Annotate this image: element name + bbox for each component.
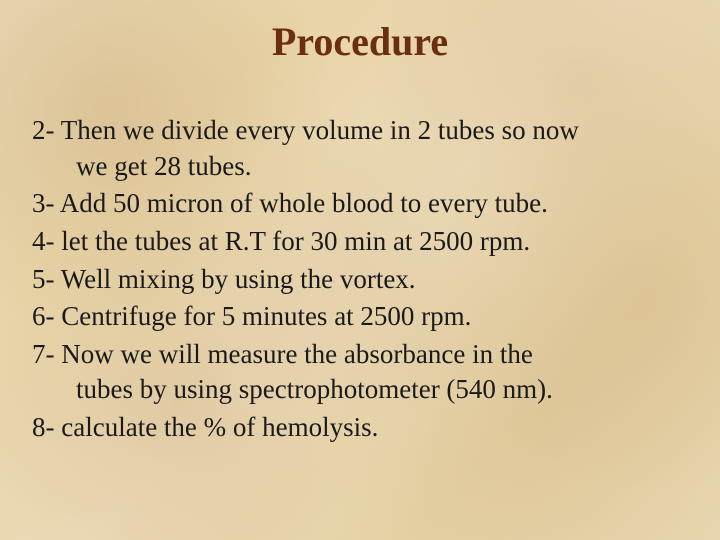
list-item: 2- Then we divide every volume in 2 tube…: [32, 113, 688, 184]
item-number: 3-: [32, 188, 55, 218]
procedure-list: 2- Then we divide every volume in 2 tube…: [32, 113, 688, 446]
item-text: Centrifuge for 5 minutes at 2500 rpm.: [61, 301, 471, 331]
item-continuation: we get 28 tubes.: [32, 149, 688, 185]
item-continuation: tubes by using spectrophotometer (540 nm…: [32, 372, 688, 408]
item-text: Then we divide every volume in 2 tubes s…: [61, 115, 579, 145]
list-item: 4- let the tubes at R.T for 30 min at 25…: [32, 224, 688, 260]
list-item: 3- Add 50 micron of whole blood to every…: [32, 186, 688, 222]
item-number: 4-: [32, 226, 55, 256]
list-item: 5- Well mixing by using the vortex.: [32, 262, 688, 298]
item-text: Well mixing by using the vortex.: [61, 264, 416, 294]
item-number: 8-: [32, 412, 55, 442]
list-item: 7- Now we will measure the absorbance in…: [32, 337, 688, 408]
item-text: let the tubes at R.T for 30 min at 2500 …: [61, 226, 530, 256]
slide-title: Procedure: [32, 18, 688, 65]
slide: Procedure 2- Then we divide every volume…: [0, 0, 720, 540]
item-text: calculate the % of hemolysis.: [61, 412, 378, 442]
item-number: 5-: [32, 264, 55, 294]
item-number: 2-: [32, 115, 55, 145]
item-number: 6-: [32, 301, 55, 331]
list-item: 8- calculate the % of hemolysis.: [32, 410, 688, 446]
list-item: 6- Centrifuge for 5 minutes at 2500 rpm.: [32, 299, 688, 335]
item-text: Add 50 micron of whole blood to every tu…: [60, 188, 548, 218]
item-number: 7-: [32, 339, 55, 369]
item-text: Now we will measure the absorbance in th…: [61, 339, 533, 369]
